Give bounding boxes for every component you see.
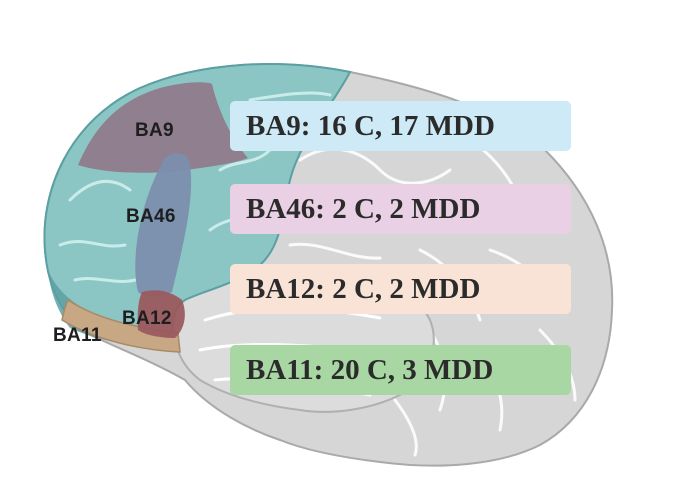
ba46-region [135, 153, 192, 297]
ba12-count-text: BA12: 2 C, 2 MDD [246, 272, 481, 305]
ba11-region [61, 298, 181, 353]
ba12-count-box: BA12: 2 C, 2 MDD [230, 264, 571, 314]
ba9-label: BA9 [135, 120, 174, 141]
ba11-count-box: BA11: 20 C, 3 MDD [230, 345, 571, 395]
ba46-label: BA46 [126, 206, 176, 227]
ba46-count-box: BA46: 2 C, 2 MDD [230, 184, 571, 234]
ba9-count-text: BA9: 16 C, 17 MDD [246, 109, 495, 142]
ba9-region [78, 82, 248, 173]
ba12-label: BA12 [122, 308, 172, 329]
ba11-count-text: BA11: 20 C, 3 MDD [246, 353, 494, 386]
ba9-count-box: BA9: 16 C, 17 MDD [230, 101, 571, 151]
ba11-label: BA11 [53, 325, 102, 346]
ba46-count-text: BA46: 2 C, 2 MDD [246, 192, 481, 225]
ba12-region [137, 290, 185, 338]
